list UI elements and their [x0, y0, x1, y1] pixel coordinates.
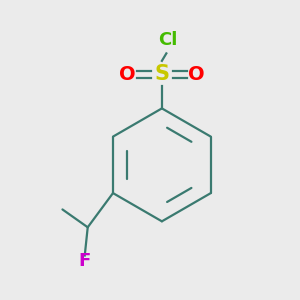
- Text: O: O: [188, 65, 204, 84]
- Text: O: O: [119, 65, 136, 84]
- Text: S: S: [154, 64, 169, 84]
- Text: F: F: [79, 252, 91, 270]
- Text: Cl: Cl: [158, 31, 178, 49]
